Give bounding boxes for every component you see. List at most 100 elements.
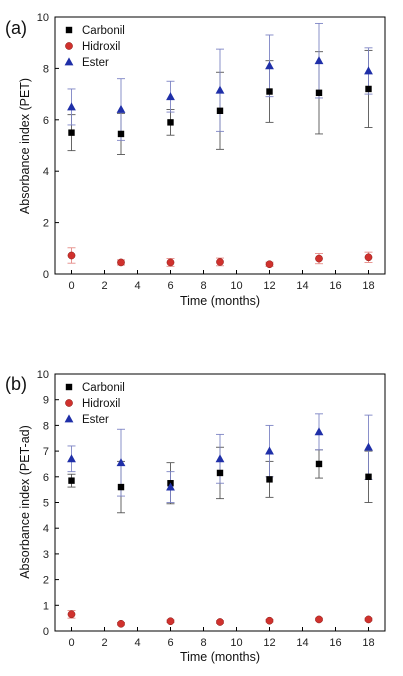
x-tick-label: 0 xyxy=(68,637,74,649)
point-ester xyxy=(166,92,175,101)
y-tick-label: 1 xyxy=(43,600,49,612)
legend-label: Ester xyxy=(82,414,109,426)
legend-marker-hidroxil xyxy=(65,42,73,50)
x-tick-label: 8 xyxy=(200,280,206,292)
panel-a: (a) Time (months) Absorbance index (PET)… xyxy=(5,12,386,308)
y-tick-label: 6 xyxy=(43,472,49,484)
point-hidroxil xyxy=(364,615,373,624)
point-carbonil xyxy=(365,85,372,93)
point-hidroxil xyxy=(315,254,323,263)
point-hidroxil xyxy=(117,619,125,628)
legend-marker-carbonil xyxy=(65,383,73,391)
point-ester xyxy=(265,61,274,70)
y-tick-label: 5 xyxy=(43,498,49,510)
y-tick-label: 8 xyxy=(43,420,49,432)
point-ester xyxy=(116,458,126,467)
legend-label: Ester xyxy=(82,57,109,69)
y-axis-label: Absorbance index (PET) xyxy=(18,78,32,214)
y-tick-label: 0 xyxy=(43,269,49,281)
x-tick-label: 16 xyxy=(329,280,341,292)
x-tick-label: 10 xyxy=(230,637,242,649)
point-hidroxil xyxy=(265,616,274,625)
x-tick-label: 4 xyxy=(134,280,140,292)
point-carbonil xyxy=(315,460,323,468)
point-ester xyxy=(314,56,324,65)
y-tick-label: 4 xyxy=(43,523,49,535)
legend-marker-ester xyxy=(64,57,74,66)
x-tick-label: 10 xyxy=(230,280,242,292)
y-tick-label: 6 xyxy=(43,115,49,127)
legend-marker-carbonil xyxy=(65,26,73,34)
point-carbonil xyxy=(117,483,125,491)
point-carbonil xyxy=(216,469,224,477)
legend-label: Hidroxil xyxy=(82,41,120,53)
point-carbonil xyxy=(117,130,125,138)
legend-marker-hidroxil xyxy=(65,399,73,407)
point-ester xyxy=(215,454,225,463)
legend-label: Carbonil xyxy=(82,382,125,394)
x-tick-label: 2 xyxy=(101,637,107,649)
x-tick-label: 0 xyxy=(68,280,74,292)
point-carbonil xyxy=(365,473,372,480)
y-tick-label: 7 xyxy=(43,446,49,458)
point-hidroxil xyxy=(166,617,175,626)
x-tick-label: 8 xyxy=(200,637,206,649)
x-axis-label: Time (months) xyxy=(180,294,260,308)
point-ester xyxy=(265,446,274,455)
point-hidroxil xyxy=(117,258,125,267)
y-tick-label: 2 xyxy=(43,218,49,230)
point-ester xyxy=(67,102,76,111)
point-hidroxil xyxy=(166,258,175,267)
point-ester xyxy=(166,482,175,491)
plot-frame xyxy=(54,373,386,632)
y-tick-label: 10 xyxy=(37,12,49,24)
point-hidroxil xyxy=(265,260,274,269)
x-tick-label: 18 xyxy=(362,637,374,649)
legend: Carbonil Hidroxil Ester xyxy=(64,25,125,69)
point-ester xyxy=(215,85,225,94)
legend-label: Hidroxil xyxy=(82,398,120,410)
x-tick-label: 6 xyxy=(167,637,173,649)
plot-frame xyxy=(54,16,386,275)
y-tick-label: 2 xyxy=(43,575,49,587)
point-carbonil xyxy=(315,89,323,97)
x-tick-label: 2 xyxy=(101,280,107,292)
legend-label: Carbonil xyxy=(82,25,125,37)
point-hidroxil xyxy=(315,615,323,624)
x-tick-label: 16 xyxy=(329,637,341,649)
point-carbonil xyxy=(216,107,224,115)
x-tick-label: 14 xyxy=(296,280,308,292)
point-carbonil xyxy=(266,476,273,483)
y-axis-label: Absorbance index (PET-ad) xyxy=(18,425,32,579)
y-tick-label: 4 xyxy=(43,166,49,178)
point-carbonil xyxy=(167,119,174,126)
chart-marks: 0 2 4 6 8 10 12 14 16 18 0 2 4 6 8 10 xyxy=(37,12,375,292)
point-ester xyxy=(314,427,324,436)
x-tick-label: 4 xyxy=(134,637,140,649)
point-carbonil xyxy=(68,129,75,136)
x-tick-label: 12 xyxy=(263,280,275,292)
point-hidroxil xyxy=(364,253,373,262)
point-carbonil xyxy=(266,88,273,95)
point-ester xyxy=(116,104,126,113)
x-tick-label: 12 xyxy=(263,637,275,649)
legend: Carbonil Hidroxil Ester xyxy=(64,382,125,426)
panel-label: (a) xyxy=(5,18,27,38)
y-tick-label: 0 xyxy=(43,626,49,638)
x-tick-label: 6 xyxy=(167,280,173,292)
point-ester xyxy=(364,66,373,75)
panel-label: (b) xyxy=(5,374,27,394)
point-hidroxil xyxy=(67,610,76,619)
y-tick-label: 3 xyxy=(43,549,49,561)
panel-b: (b) Time (months) Absorbance index (PET-… xyxy=(5,369,386,664)
legend-marker-ester xyxy=(64,414,74,423)
point-ester xyxy=(364,442,373,451)
point-hidroxil xyxy=(216,618,224,626)
point-hidroxil xyxy=(67,251,76,260)
point-ester xyxy=(67,454,76,463)
x-axis-label: Time (months) xyxy=(180,650,260,664)
point-hidroxil xyxy=(216,258,224,266)
point-carbonil xyxy=(68,477,75,484)
